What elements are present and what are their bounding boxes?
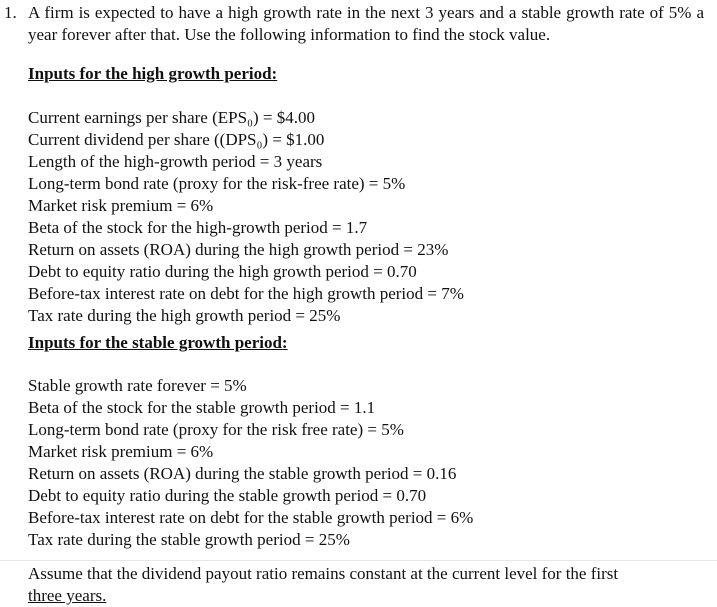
list-item: Market risk premium = 6% (28, 196, 214, 215)
closing-line-1: Assume that the dividend payout ratio re… (28, 564, 619, 583)
high-growth-heading: Inputs for the high growth period: (28, 64, 278, 83)
question-text: A firm is expected to have a high growth… (28, 3, 704, 44)
list-item: Return on assets (ROA) during the high g… (28, 240, 449, 259)
list-item: Long-term bond rate (proxy for the risk … (28, 420, 404, 439)
list-item: Long-term bond rate (proxy for the risk-… (28, 174, 406, 193)
list-item: Length of the high-growth period = 3 yea… (28, 152, 323, 171)
list-item: Tax rate during the high growth period =… (28, 306, 341, 325)
list-item: Beta of the stock for the stable growth … (28, 398, 376, 417)
list-item: Return on assets (ROA) during the stable… (28, 464, 457, 483)
list-item: Debt to equity ratio during the high gro… (28, 262, 417, 281)
list-item: Before-tax interest rate on debt for the… (28, 284, 464, 303)
list-item: Tax rate during the stable growth period… (28, 530, 350, 549)
stable-growth-inputs-list: Stable growth rate forever = 5% Beta of … (28, 375, 473, 551)
list-item: Current dividend per share ((DPS₀) = $1.… (28, 130, 325, 149)
closing-line-2: three years. (28, 586, 107, 605)
question-number: 1. (4, 3, 17, 22)
high-growth-inputs-list: Current earnings per share (EPS₀) = $4.0… (28, 107, 464, 327)
list-item: Debt to equity ratio during the stable g… (28, 486, 427, 505)
list-item: Stable growth rate forever = 5% (28, 376, 247, 395)
list-item: Current earnings per share (EPS₀) = $4.0… (28, 108, 315, 127)
list-item: Before-tax interest rate on debt for the… (28, 508, 474, 527)
stable-growth-heading: Inputs for the stable growth period: (28, 333, 288, 352)
list-item: Market risk premium = 6% (28, 442, 214, 461)
list-item: Beta of the stock for the high-growth pe… (28, 218, 368, 237)
page-divider (0, 560, 717, 561)
closing-paragraph: Assume that the dividend payout ratio re… (28, 563, 684, 607)
